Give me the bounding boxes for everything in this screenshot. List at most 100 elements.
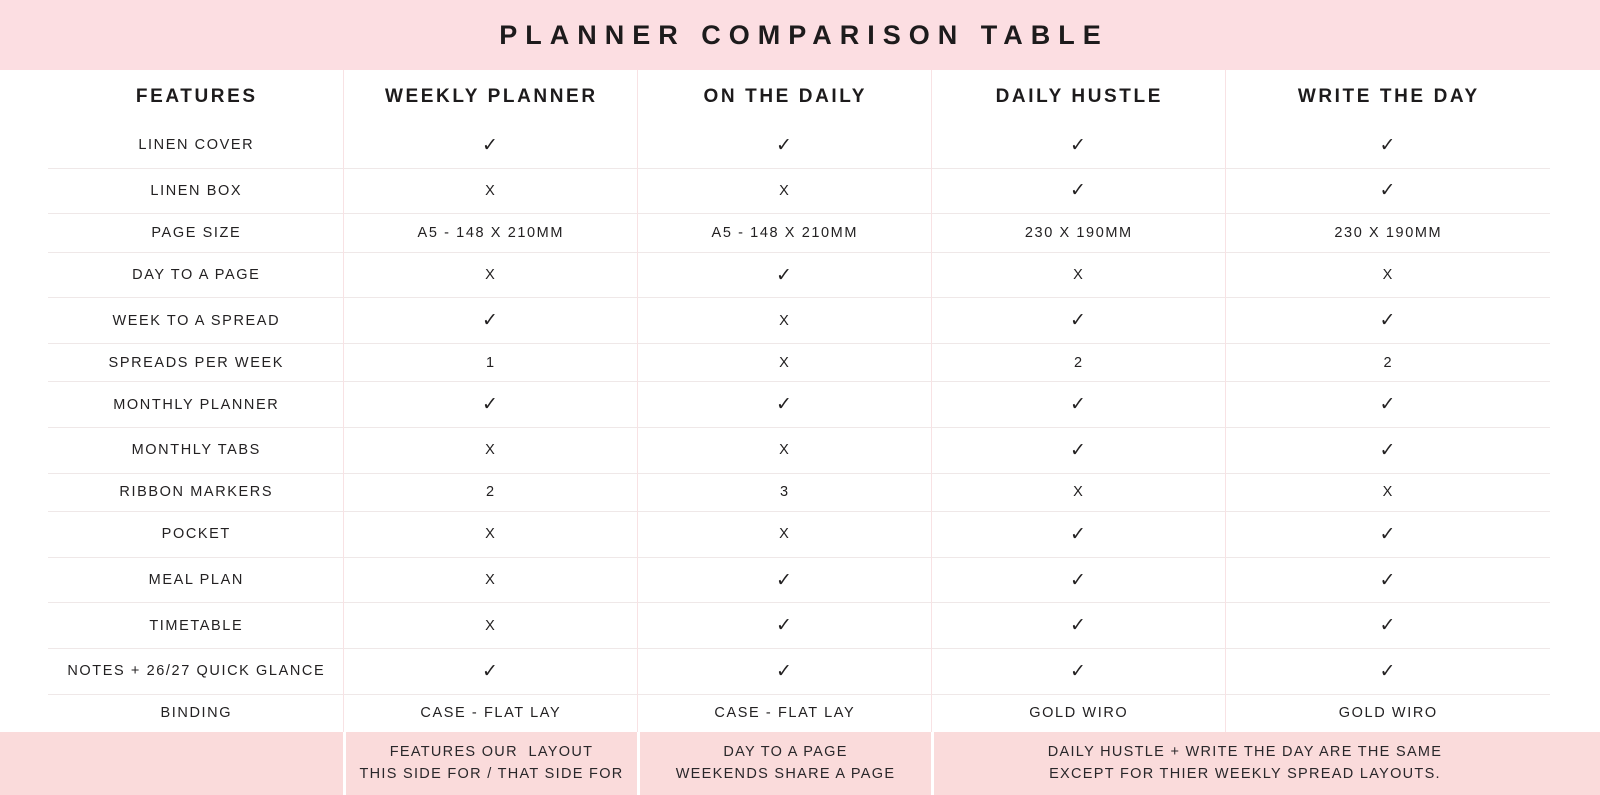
column-header-on-the-daily: ON THE DAILY <box>703 85 868 107</box>
feature-label: WEEK TO A SPREAD <box>112 312 281 329</box>
cell-value-daily-hustle: 230 X 190MM <box>1024 224 1133 241</box>
cell-value-daily-hustle: ✓ <box>1070 310 1086 332</box>
table-row: POCKET X X ✓ ✓ <box>48 511 1550 557</box>
footer-note-daily-hustle-write-the-day: DAILY HUSTLE + WRITE THE DAY ARE THE SAM… <box>931 732 1600 795</box>
column-divider <box>343 70 344 732</box>
footer-notes-bar: FEATURES OUR LAYOUT THIS SIDE FOR / THAT… <box>0 732 1600 795</box>
table-row: DAY TO A PAGE X ✓ X X <box>48 251 1550 298</box>
cell-value-weekly-planner: ✓ <box>482 394 498 416</box>
cell-value-daily-hustle: X <box>1073 484 1085 501</box>
cell-value-on-the-daily: ✓ <box>776 615 792 637</box>
cell-value-write-the-day: ✓ <box>1379 310 1396 332</box>
table-row: TIMETABLE X ✓ ✓ ✓ <box>48 602 1550 648</box>
table-row: LINEN BOX X X ✓ ✓ <box>48 167 1550 214</box>
cell-value-weekly-planner: X <box>485 267 497 284</box>
cell-value-weekly-planner: X <box>485 442 497 459</box>
feature-label: NOTES + 26/27 QUICK GLANCE <box>67 663 326 680</box>
feature-label: LINEN COVER <box>138 137 255 154</box>
feature-label: BINDING <box>160 705 233 722</box>
cell-value-weekly-planner: X <box>485 617 497 634</box>
cell-value-daily-hustle: GOLD WIRO <box>1029 705 1129 722</box>
table-row: WEEK TO A SPREAD ✓ X ✓ ✓ <box>48 297 1550 343</box>
footer-empty-cell <box>0 732 343 795</box>
cell-value-daily-hustle: ✓ <box>1070 439 1086 461</box>
column-divider <box>637 70 638 732</box>
cell-value-write-the-day: ✓ <box>1379 180 1396 202</box>
feature-label: LINEN BOX <box>150 182 243 199</box>
cell-value-weekly-planner: 2 <box>485 484 496 501</box>
cell-value-weekly-planner: ✓ <box>482 134 498 156</box>
footer-note-weekly-planner: FEATURES OUR LAYOUT THIS SIDE FOR / THAT… <box>343 732 637 795</box>
column-divider <box>931 70 932 732</box>
cell-value-on-the-daily: ✓ <box>776 264 792 286</box>
table-row: MEAL PLAN X ✓ ✓ ✓ <box>48 556 1550 603</box>
column-divider <box>1225 70 1226 732</box>
cell-value-write-the-day: X <box>1382 267 1394 284</box>
cell-value-on-the-daily: ✓ <box>776 394 792 416</box>
cell-value-weekly-planner: ✓ <box>482 310 498 332</box>
cell-value-write-the-day: ✓ <box>1379 394 1396 416</box>
cell-value-write-the-day: X <box>1382 484 1394 501</box>
cell-value-on-the-daily: X <box>779 442 791 459</box>
table-header-row: FEATURES WEEKLY PLANNER ON THE DAILY DAI… <box>48 70 1550 123</box>
feature-label: PAGE SIZE <box>151 224 242 241</box>
cell-value-daily-hustle: ✓ <box>1070 615 1086 637</box>
cell-value-daily-hustle: ✓ <box>1070 523 1086 545</box>
table-row: MONTHLY TABS X X ✓ ✓ <box>48 427 1550 473</box>
feature-label: RIBBON MARKERS <box>119 484 274 501</box>
feature-label: DAY TO A PAGE <box>132 267 261 284</box>
column-header-weekly-planner: WEEKLY PLANNER <box>384 85 598 107</box>
cell-value-weekly-planner: X <box>485 572 497 589</box>
table-row: MONTHLY PLANNER ✓ ✓ ✓ ✓ <box>48 381 1550 427</box>
feature-label: MEAL PLAN <box>148 572 244 589</box>
cell-value-weekly-planner: A5 - 148 X 210MM <box>417 224 565 241</box>
table-row: NOTES + 26/27 QUICK GLANCE ✓ ✓ ✓ ✓ <box>48 647 1550 694</box>
feature-label: POCKET <box>161 526 231 543</box>
cell-value-on-the-daily: 3 <box>779 484 790 501</box>
cell-value-daily-hustle: ✓ <box>1070 569 1086 591</box>
cell-value-on-the-daily: X <box>779 182 791 199</box>
table-row: BINDING CASE - FLAT LAY CASE - FLAT LAY … <box>48 693 1550 733</box>
cell-value-write-the-day: ✓ <box>1379 523 1396 545</box>
cell-value-write-the-day: 2 <box>1383 354 1394 371</box>
cell-value-on-the-daily: X <box>779 526 791 543</box>
cell-value-daily-hustle: ✓ <box>1070 134 1086 156</box>
cell-value-weekly-planner: X <box>485 182 497 199</box>
table-row: LINEN COVER ✓ ✓ ✓ ✓ <box>48 123 1550 168</box>
column-header-daily-hustle: DAILY HUSTLE <box>995 85 1163 107</box>
cell-value-on-the-daily: A5 - 148 X 210MM <box>711 224 859 241</box>
title-bar: PLANNER COMPARISON TABLE <box>0 0 1600 70</box>
column-header-features: FEATURES <box>135 85 258 107</box>
cell-value-on-the-daily: CASE - FLAT LAY <box>714 705 856 722</box>
footer-note-on-the-daily: DAY TO A PAGE WEEKENDS SHARE A PAGE <box>637 732 931 795</box>
table-row: RIBBON MARKERS 2 3 X X <box>48 472 1550 512</box>
cell-value-write-the-day: ✓ <box>1379 569 1396 591</box>
cell-value-on-the-daily: ✓ <box>776 134 792 156</box>
cell-value-daily-hustle: ✓ <box>1070 394 1086 416</box>
cell-value-weekly-planner: X <box>485 526 497 543</box>
feature-label: MONTHLY PLANNER <box>113 396 280 413</box>
cell-value-write-the-day: ✓ <box>1379 439 1396 461</box>
comparison-table: FEATURES WEEKLY PLANNER ON THE DAILY DAI… <box>0 70 1600 732</box>
cell-value-on-the-daily: ✓ <box>776 660 792 682</box>
cell-value-weekly-planner: CASE - FLAT LAY <box>420 705 562 722</box>
cell-value-write-the-day: ✓ <box>1379 660 1396 682</box>
cell-value-write-the-day: GOLD WIRO <box>1338 705 1438 722</box>
cell-value-daily-hustle: X <box>1073 267 1085 284</box>
feature-label: MONTHLY TABS <box>131 442 261 459</box>
cell-value-on-the-daily: X <box>779 354 791 371</box>
cell-value-write-the-day: 230 X 190MM <box>1334 224 1443 241</box>
feature-label: TIMETABLE <box>149 617 244 634</box>
cell-value-write-the-day: ✓ <box>1379 615 1396 637</box>
cell-value-on-the-daily: ✓ <box>776 569 792 591</box>
cell-value-write-the-day: ✓ <box>1379 134 1396 156</box>
cell-value-daily-hustle: ✓ <box>1070 180 1086 202</box>
column-header-write-the-day: WRITE THE DAY <box>1297 85 1480 107</box>
cell-value-on-the-daily: X <box>779 312 791 329</box>
feature-label: SPREADS PER WEEK <box>108 354 285 371</box>
cell-value-daily-hustle: ✓ <box>1070 660 1086 682</box>
table-row: PAGE SIZE A5 - 148 X 210MM A5 - 148 X 21… <box>48 213 1550 252</box>
cell-value-weekly-planner: 1 <box>485 354 496 371</box>
page-title: PLANNER COMPARISON TABLE <box>499 19 1109 50</box>
